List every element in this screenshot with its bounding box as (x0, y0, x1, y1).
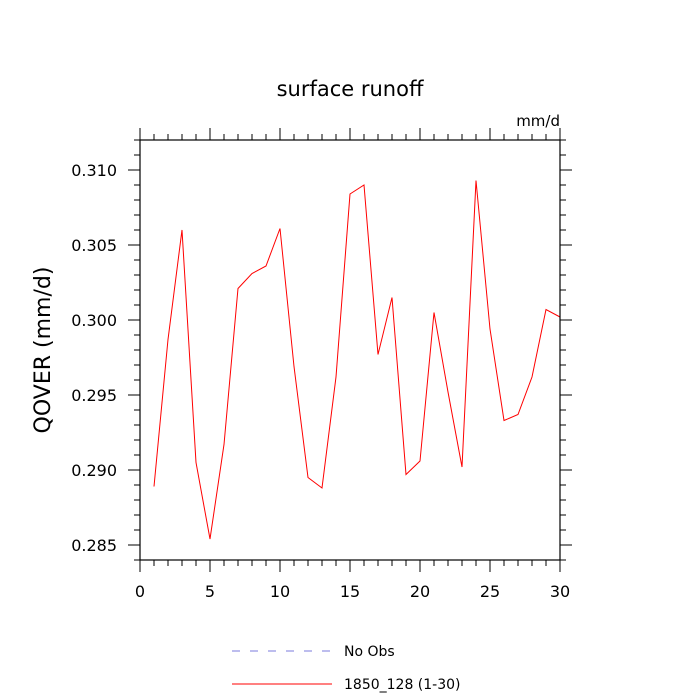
x-tick-label: 20 (410, 582, 430, 601)
plot-frame (139, 139, 561, 561)
x-tick-label: 15 (340, 582, 360, 601)
y-tick-label: 0.290 (71, 461, 117, 480)
x-tick-label: 0 (135, 582, 145, 601)
chart-title: surface runoff (277, 77, 424, 101)
x-tick-label: 10 (270, 582, 290, 601)
x-tick-label: 25 (480, 582, 500, 601)
x-tick-label: 5 (205, 582, 215, 601)
y-tick-label: 0.300 (71, 311, 117, 330)
series-layer (153, 180, 561, 540)
units-label: mm/d (516, 112, 560, 130)
legend-label: 1850_128 (1-30) (344, 677, 461, 693)
axis-tick-labels: 0 5 10 15 20 25 30 0.285 0.290 0.295 0.300 0.305 0.3… (71, 161, 570, 601)
series-line (153, 180, 561, 540)
x-tick-label: 30 (550, 582, 570, 601)
legend: No Obs 1850_128 (1-30) (232, 644, 461, 693)
y-tick-label: 0.310 (71, 161, 117, 180)
legend-label: No Obs (344, 644, 395, 660)
y-axis-label: QOVER (mm/d) (31, 267, 56, 434)
axis-ticks (128, 128, 572, 572)
y-tick-label: 0.295 (71, 386, 117, 405)
y-tick-label: 0.305 (71, 236, 117, 255)
y-tick-label: 0.285 (71, 536, 117, 555)
